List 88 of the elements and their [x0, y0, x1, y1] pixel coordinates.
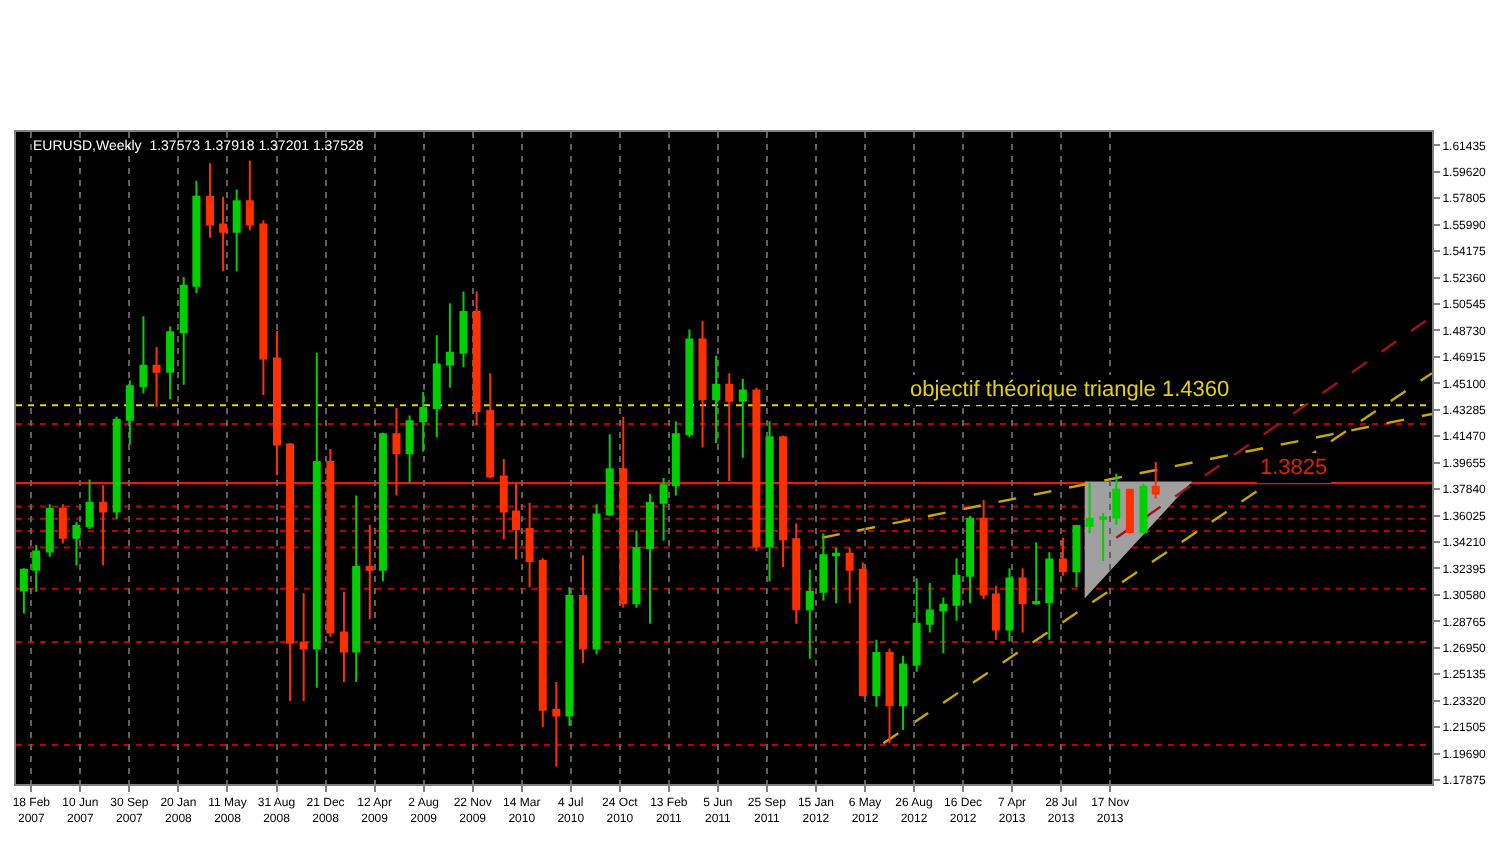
- candlestick: [352, 494, 361, 684]
- candlestick: [245, 159, 254, 232]
- candlestick: [779, 434, 788, 568]
- candlestick: [1099, 512, 1108, 563]
- candlestick: [925, 581, 934, 634]
- candlestick: [486, 372, 495, 480]
- candlestick: [1139, 482, 1148, 536]
- candlestick: [32, 544, 41, 593]
- candlestick: [326, 447, 335, 638]
- candlestick: [405, 414, 414, 484]
- candlestick: [272, 329, 281, 477]
- candlestick: [205, 162, 214, 239]
- candlestick: [579, 554, 588, 665]
- candlestick: [605, 433, 614, 517]
- candlestick: [1058, 536, 1067, 577]
- candlestick: [712, 354, 721, 445]
- candlestick: [899, 654, 908, 732]
- candlestick: [1072, 523, 1081, 589]
- candlestick: [819, 532, 828, 602]
- candlestick: [991, 584, 1000, 641]
- candlestick: [752, 386, 761, 552]
- candlestick: [286, 442, 295, 702]
- candlestick: [872, 638, 881, 708]
- candlestick: [499, 458, 508, 541]
- candlestick: [432, 334, 441, 439]
- candlestick: [966, 514, 975, 605]
- candlestick: [112, 415, 121, 520]
- candlestick: [125, 379, 134, 446]
- candlestick: [565, 586, 574, 727]
- candlestick: [152, 345, 161, 408]
- candlestick: [445, 302, 454, 389]
- candlestick: [378, 431, 387, 583]
- candlestick: [85, 478, 94, 531]
- candlestick: [472, 290, 481, 427]
- candlestick: [72, 520, 81, 567]
- candlestick: [845, 546, 854, 605]
- candlestick: [685, 328, 694, 439]
- ref-line-label: 1.3825: [1260, 456, 1328, 480]
- candlestick: [192, 179, 201, 294]
- candlestick: [1112, 472, 1121, 526]
- candlestick: [592, 503, 601, 656]
- candlestick: [738, 377, 747, 459]
- candlestick: [58, 503, 67, 545]
- candlestick: [646, 493, 654, 625]
- candlestick: [179, 275, 188, 386]
- candlestick: [725, 372, 734, 482]
- ref-line-label: objectif théorique triangle 1.4360: [910, 378, 1230, 402]
- candlestick: [1125, 488, 1134, 535]
- candlestick: [659, 477, 668, 542]
- candlestick: [525, 501, 534, 589]
- candlestick: [99, 484, 108, 567]
- candlestick: [512, 482, 521, 561]
- candlestick: [952, 557, 961, 622]
- candlestick: [45, 503, 54, 558]
- candlestick: [19, 567, 28, 615]
- candlestick: [299, 592, 308, 702]
- candlestick: [765, 420, 774, 583]
- candlestick: [232, 188, 241, 273]
- candlestick: [912, 577, 921, 673]
- candlestick: [939, 596, 948, 654]
- candlestick: [632, 529, 641, 609]
- candlestick: [339, 590, 348, 684]
- candlestick: [1151, 461, 1160, 500]
- candlestick: [1005, 567, 1014, 643]
- candlestick: [805, 568, 814, 660]
- candlestick: [419, 391, 428, 453]
- candlestick: [1085, 481, 1094, 535]
- candlestick: [166, 325, 175, 401]
- candlestick: [698, 319, 707, 449]
- candlestick: [219, 195, 228, 273]
- candlestick: [312, 351, 321, 689]
- candlestick: [1045, 551, 1054, 641]
- candlestick: [392, 407, 401, 497]
- candlestick: [139, 315, 148, 395]
- candlestick: [979, 498, 988, 600]
- candlestick: [619, 415, 628, 609]
- candlestick: [552, 681, 561, 768]
- candlestick: [365, 523, 374, 621]
- candlestick: [538, 557, 547, 729]
- candlestick: [1018, 567, 1027, 634]
- candlestick: [832, 546, 841, 605]
- candlestick: [671, 420, 680, 497]
- candlestick: [885, 647, 894, 745]
- candlestick: [259, 219, 268, 396]
- candlestick: [858, 561, 867, 698]
- candlestick: [1032, 541, 1041, 606]
- candlestick: [792, 522, 801, 625]
- candlestick: [459, 290, 468, 369]
